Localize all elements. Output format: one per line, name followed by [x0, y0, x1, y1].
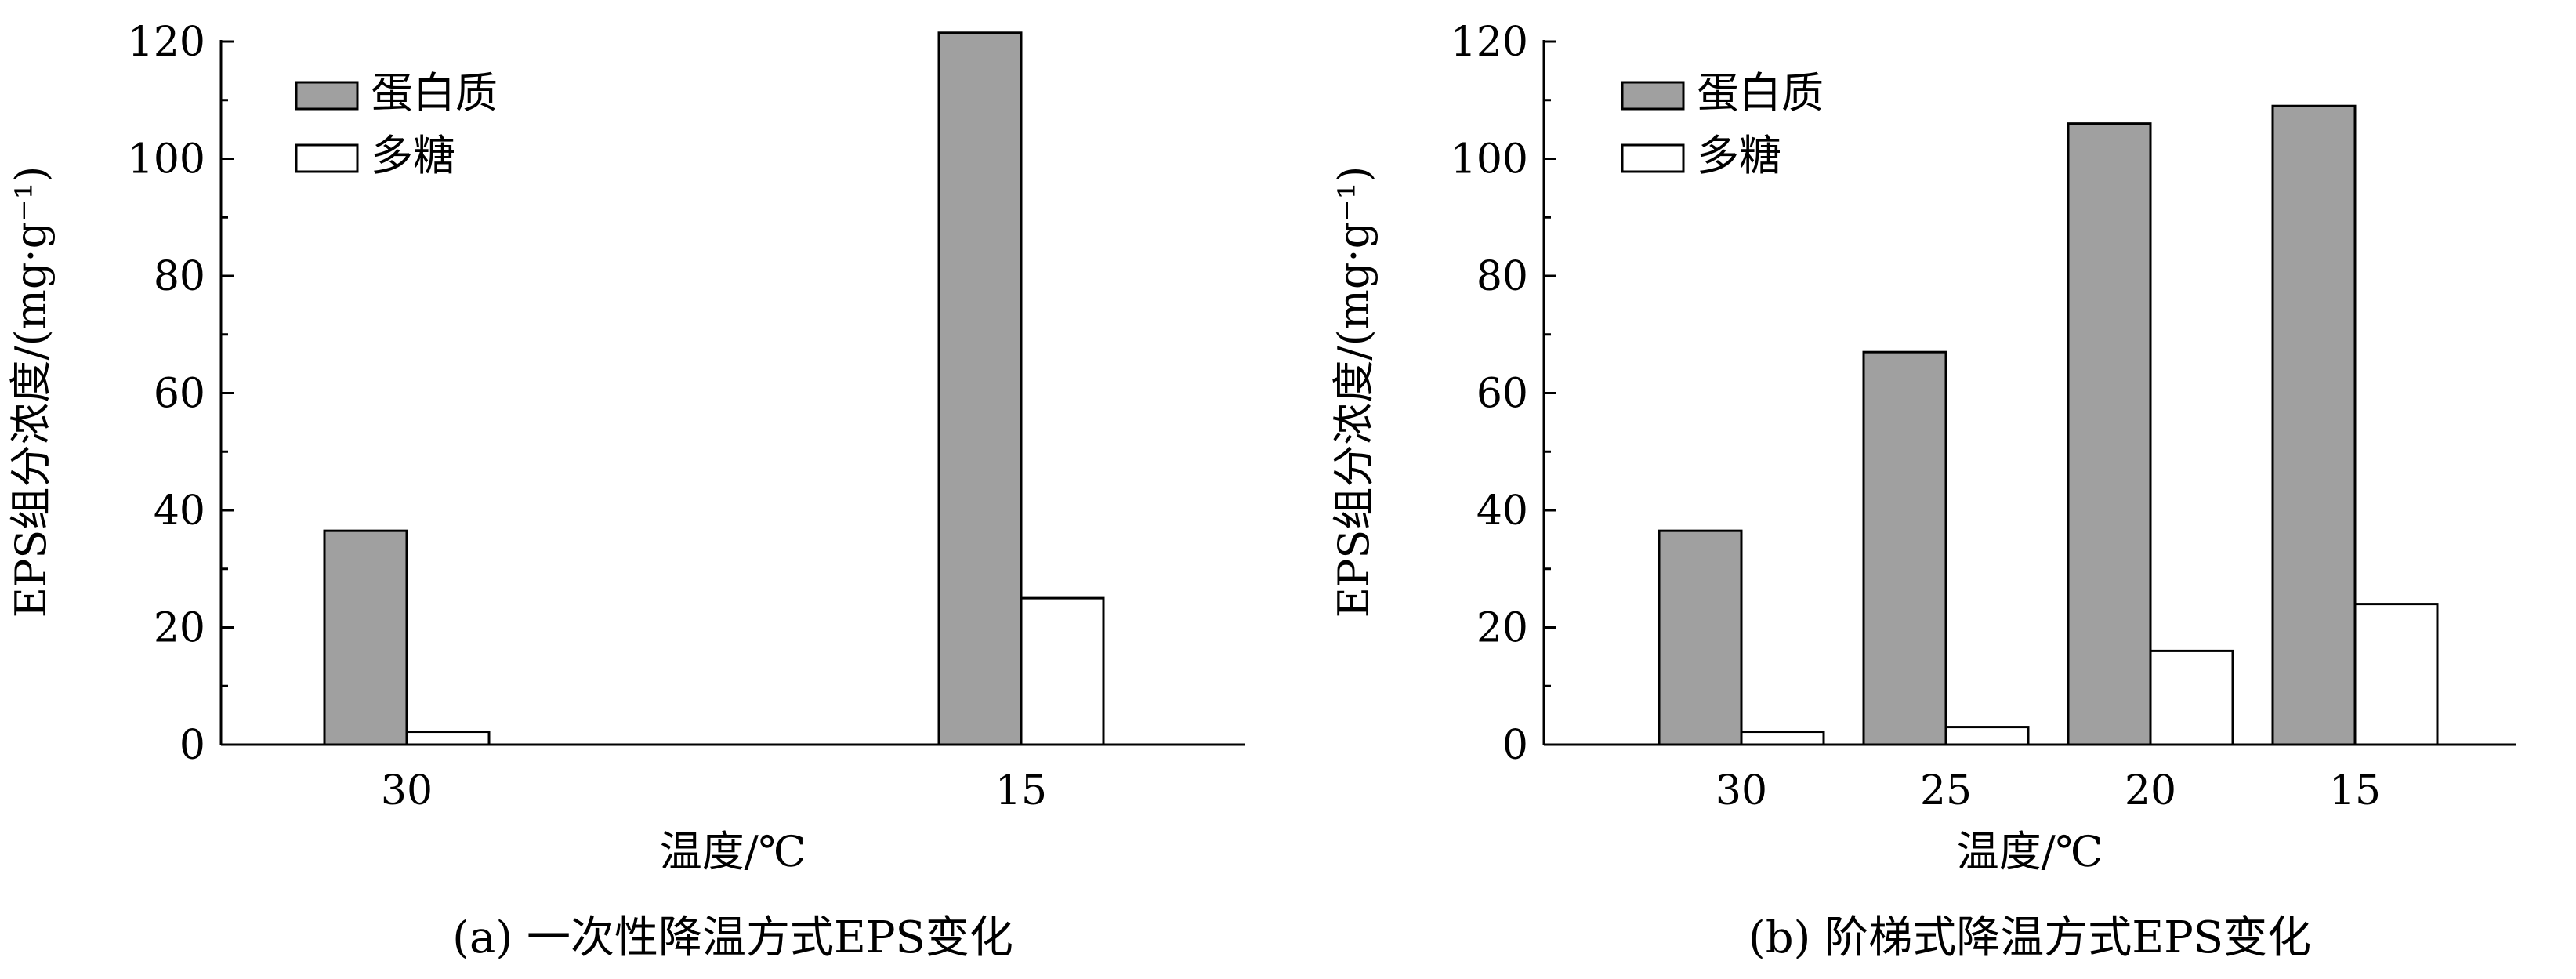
bar-polysaccharide-15 [2353, 603, 2439, 746]
legend-swatch-polysaccharide [295, 143, 359, 173]
x-axis-label: 温度/℃ [1957, 827, 2103, 876]
y-tick-label: 0 [1502, 722, 1528, 769]
x-axis-label: 温度/℃ [660, 827, 806, 876]
y-tick-label: 100 [1451, 136, 1528, 183]
x-tick-label: 20 [2125, 767, 2176, 814]
legend-label-polysaccharide: 多糖 [1697, 131, 1781, 180]
legend-label-protein: 蛋白质 [371, 68, 498, 118]
legend-label-polysaccharide: 多糖 [371, 131, 455, 180]
bar-polysaccharide-30 [405, 731, 491, 746]
bar-polysaccharide-20 [2149, 649, 2234, 746]
y-tick-label: 120 [1451, 19, 1528, 66]
bar-protein-15 [2271, 104, 2357, 746]
y-tick-label: 80 [154, 253, 205, 300]
y-axis-label: EPS组分浓度/(mg·g⁻¹) [1329, 166, 1379, 618]
bar-polysaccharide-15 [1020, 596, 1105, 746]
bar-protein-30 [323, 529, 408, 746]
bar-polysaccharide-30 [1740, 731, 1825, 746]
x-tick-label: 25 [1920, 767, 1972, 814]
bar-protein-30 [1658, 529, 1743, 746]
y-tick-label: 60 [154, 371, 205, 418]
legend-swatch-protein [295, 81, 359, 111]
x-tick-label: 15 [995, 767, 1047, 814]
y-tick-label: 120 [128, 19, 205, 66]
y-tick-label: 40 [1476, 488, 1528, 535]
y-tick-label: 0 [179, 722, 205, 769]
y-axis-label: EPS组分浓度/(mg·g⁻¹) [6, 166, 56, 618]
x-tick-label: 30 [1716, 767, 1767, 814]
legend-swatch-polysaccharide [1621, 143, 1685, 173]
legend-swatch-protein [1621, 81, 1685, 111]
y-tick-label: 20 [1476, 605, 1528, 652]
bar-protein-25 [1862, 350, 1947, 746]
x-tick-label: 15 [2329, 767, 2381, 814]
x-tick-label: 30 [381, 767, 433, 814]
bar-protein-15 [937, 31, 1023, 746]
y-tick-label: 20 [154, 605, 205, 652]
panel-caption: (a) 一次性降温方式EPS变化 [452, 912, 1013, 963]
y-tick-label: 40 [154, 488, 205, 535]
y-tick-label: 60 [1476, 371, 1528, 418]
bar-protein-20 [2067, 122, 2152, 746]
bar-polysaccharide-25 [1944, 726, 2030, 746]
y-tick-label: 100 [128, 136, 205, 183]
panel-caption: (b) 阶梯式降温方式EPS变化 [1748, 912, 2311, 963]
legend-label-protein: 蛋白质 [1697, 68, 1824, 118]
y-tick-label: 80 [1476, 253, 1528, 300]
